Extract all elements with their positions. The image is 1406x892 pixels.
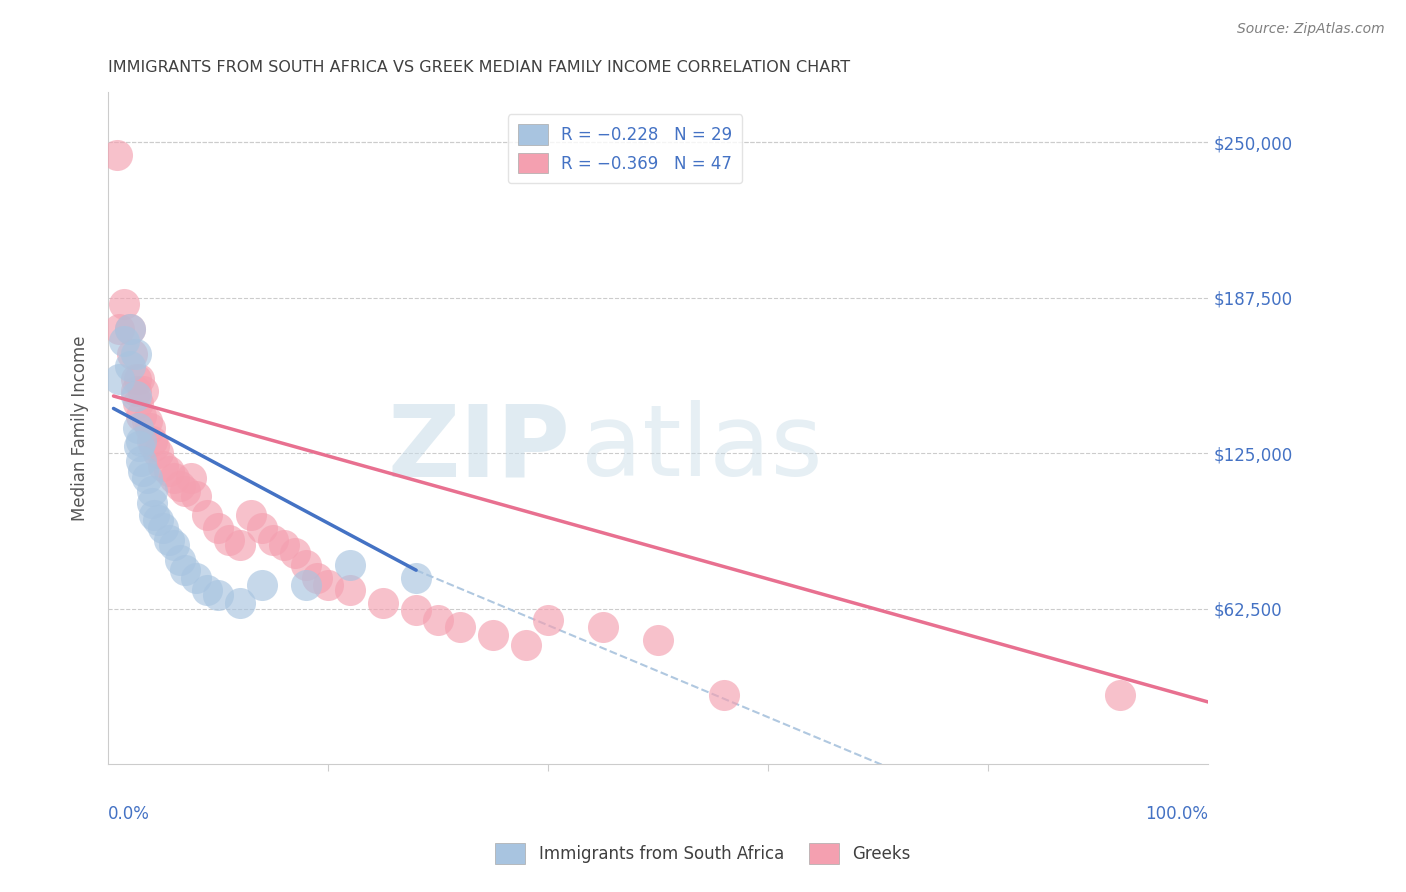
Point	[482, 628, 505, 642]
Point	[240, 508, 263, 523]
Point	[128, 439, 150, 453]
Point	[114, 334, 136, 349]
Point	[152, 521, 174, 535]
Text: 0.0%: 0.0%	[108, 805, 150, 822]
Point	[207, 521, 229, 535]
Point	[316, 578, 339, 592]
Point	[118, 322, 141, 336]
Legend: R = −0.228   N = 29, R = −0.369   N = 47: R = −0.228 N = 29, R = −0.369 N = 47	[508, 114, 742, 183]
Point	[371, 595, 394, 609]
Point	[141, 434, 163, 448]
Point	[121, 347, 143, 361]
Point	[207, 588, 229, 602]
Y-axis label: Median Family Income: Median Family Income	[72, 335, 89, 521]
Point	[250, 578, 273, 592]
Point	[114, 297, 136, 311]
Point	[229, 595, 252, 609]
Text: IMMIGRANTS FROM SOUTH AFRICA VS GREEK MEDIAN FAMILY INCOME CORRELATION CHART: IMMIGRANTS FROM SOUTH AFRICA VS GREEK ME…	[108, 60, 851, 75]
Point	[118, 359, 141, 373]
Point	[128, 371, 150, 385]
Point	[449, 620, 471, 634]
Point	[152, 458, 174, 473]
Point	[132, 384, 155, 398]
Point	[713, 688, 735, 702]
Point	[184, 489, 207, 503]
Point	[146, 446, 169, 460]
Text: ZIP: ZIP	[387, 400, 571, 497]
Point	[1109, 688, 1132, 702]
Text: 100.0%: 100.0%	[1146, 805, 1209, 822]
Point	[146, 513, 169, 527]
Legend: Immigrants from South Africa, Greeks: Immigrants from South Africa, Greeks	[489, 837, 917, 871]
Point	[124, 371, 146, 385]
Point	[184, 571, 207, 585]
Point	[132, 464, 155, 478]
Point	[195, 508, 218, 523]
Point	[174, 563, 197, 577]
Point	[295, 558, 318, 573]
Point	[405, 571, 427, 585]
Point	[250, 521, 273, 535]
Point	[515, 638, 537, 652]
Point	[129, 434, 152, 448]
Point	[307, 571, 329, 585]
Point	[163, 471, 186, 485]
Point	[174, 483, 197, 498]
Point	[124, 347, 146, 361]
Point	[647, 632, 669, 647]
Point	[143, 508, 166, 523]
Point	[127, 421, 149, 435]
Point	[124, 384, 146, 398]
Point	[180, 471, 202, 485]
Point	[135, 414, 157, 428]
Point	[124, 389, 146, 403]
Point	[143, 439, 166, 453]
Point	[427, 613, 450, 627]
Point	[592, 620, 614, 634]
Point	[163, 538, 186, 552]
Point	[262, 533, 284, 548]
Point	[339, 558, 361, 573]
Point	[157, 464, 180, 478]
Point	[157, 533, 180, 548]
Point	[405, 603, 427, 617]
Point	[218, 533, 240, 548]
Point	[339, 583, 361, 598]
Point	[108, 371, 131, 385]
Point	[105, 147, 128, 161]
Point	[141, 483, 163, 498]
Point	[118, 322, 141, 336]
Point	[169, 553, 191, 567]
Point	[284, 546, 307, 560]
Point	[127, 396, 149, 410]
Point	[195, 583, 218, 598]
Point	[139, 421, 162, 435]
Point	[537, 613, 560, 627]
Point	[108, 322, 131, 336]
Point	[273, 538, 295, 552]
Point	[129, 453, 152, 467]
Point	[229, 538, 252, 552]
Point	[135, 471, 157, 485]
Point	[295, 578, 318, 592]
Point	[129, 409, 152, 423]
Text: Source: ZipAtlas.com: Source: ZipAtlas.com	[1237, 22, 1385, 37]
Point	[169, 478, 191, 492]
Point	[141, 496, 163, 510]
Text: atlas: atlas	[581, 400, 823, 497]
